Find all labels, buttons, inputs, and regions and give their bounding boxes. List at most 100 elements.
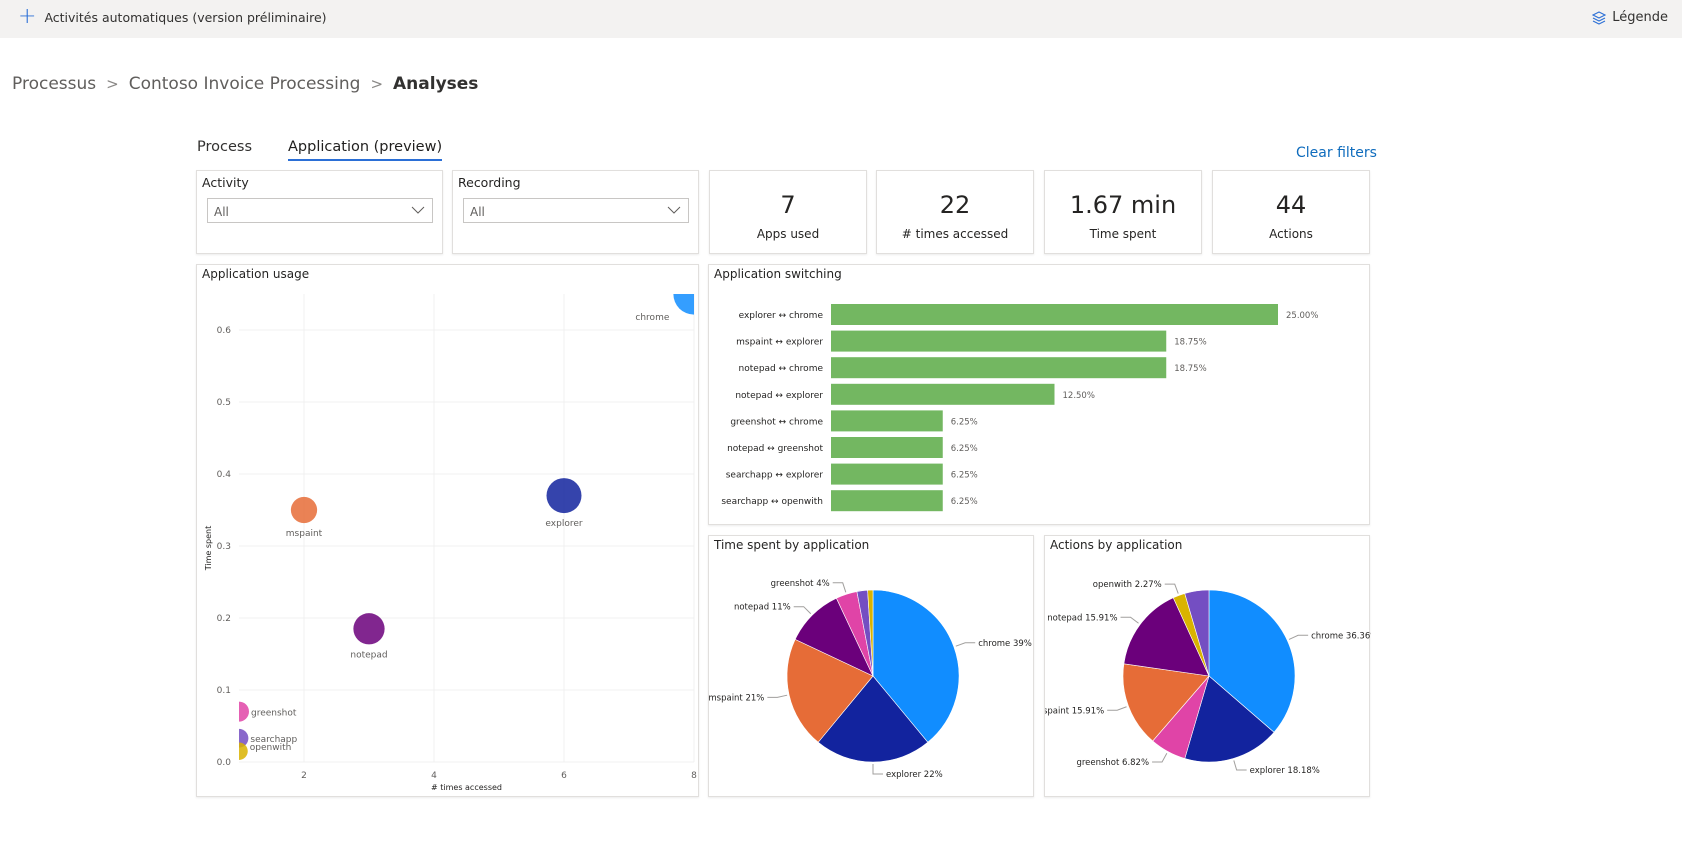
chart-title: Application switching [714,267,842,281]
bar-value-label: 18.75% [1174,338,1206,348]
bar-value-label: 18.75% [1174,364,1206,374]
y-tick-label: 0.2 [217,614,231,624]
pie-label-greenshot: greenshot 4% [771,579,830,589]
y-axis-label: Time spent [204,526,213,572]
leader-line [1233,760,1247,771]
pie-label-explorer: explorer 22% [886,770,943,780]
bubble-label-mspaint: mspaint [286,529,323,539]
bubble-explorer [546,478,582,514]
bar-category-label: notepad ↔ chrome [739,364,824,374]
x-axis-label: # times accessed [431,783,502,792]
bar [831,410,943,432]
chevron-down-icon [411,206,425,214]
activity-dropdown[interactable]: All [207,198,433,223]
y-tick-label: 0.1 [217,686,231,696]
kpi-times-accessed: 22 # times accessed [876,170,1034,254]
activity-value: All [214,205,229,219]
pie-slice-explorer [817,675,929,763]
bar [831,463,943,485]
tab-application[interactable]: Application (preview) [288,139,443,161]
x-tick-label: 2 [301,771,307,781]
x-tick-label: 4 [431,771,437,781]
application-switching-card: Application switching explorer ↔ chrome 2… [708,264,1370,525]
breadcrumb-process[interactable]: Contoso Invoice Processing [128,74,361,94]
kpi-time-spent: 1.67 min Time spent [1044,170,1202,254]
bubble-chart[interactable]: 2 4 6 8 0.0 0.1 0.2 0.3 0.4 0.5 0.6 # times accesse… [197,265,700,798]
recording-dropdown[interactable]: All [463,198,689,223]
bar [831,330,1167,352]
pie-chart[interactable]: chrome 36.36% explorer 18.18% greenshot 6.… [1045,536,1371,798]
pie-slice-explorer [1184,675,1275,763]
pie-label-mspaint: mspaint 15.91% [1045,706,1104,716]
leader-line [832,582,847,593]
pie-label-notepad: notepad 11% [734,603,791,613]
bar-value-label: 12.50% [1063,391,1095,401]
legend-label: Légende [1612,10,1668,25]
bar-value-label: 6.25% [951,444,978,454]
bar-chart[interactable]: explorer ↔ chrome 25.00% mspaint ↔ explore… [709,265,1371,526]
bubble-greenshot [239,701,249,722]
breadcrumb-processus[interactable]: Processus [12,74,97,94]
layers-icon [1592,10,1607,25]
tab-process[interactable]: Process [197,139,253,155]
tab-bar: Process Application (preview) [197,139,478,161]
breadcrumb: Processus > Contoso Invoice Processing > A… [12,74,478,94]
leader-line [1152,753,1168,763]
pie-label-greenshot: greenshot 6.82% [1076,758,1149,768]
bubble-label-openwith: openwith [250,743,292,753]
bubble-openwith [239,742,248,760]
pie-slice-notepad [1123,597,1210,677]
bar-category-label: searchapp ↔ openwith [721,497,823,507]
bubble-mspaint [290,496,318,524]
chevron-right-icon: > [106,75,119,93]
leader-line [1107,706,1127,711]
actions-pie-card: Actions by application chrome 36.36% expl… [1044,535,1371,798]
leader-line [872,764,883,775]
pie-label-chrome: chrome 36.36% [1311,631,1371,641]
bubble-notepad [353,613,385,645]
activity-filter-card: Activity All [196,170,443,254]
x-tick-label: 6 [561,771,567,781]
activity-filter-label: Activity [202,175,249,190]
kpi-value: 1.67 min [1069,191,1177,219]
chart-title: Application usage [202,267,310,281]
kpi-label: Apps used [756,227,820,241]
clear-filters-link[interactable]: Clear filters [1296,145,1377,161]
pie-slice-mspaint [1122,663,1210,742]
pie-chart[interactable]: chrome 39% explorer 22% mspaint 21% notepad… [709,536,1035,798]
bar [831,437,943,458]
leader-line [1288,634,1309,640]
leader-line [793,606,812,615]
bar [831,304,1278,325]
bar-value-label: 6.25% [951,417,978,427]
bar-category-label: explorer ↔ chrome [739,311,824,321]
pie-slice-chrome [872,589,960,743]
legend-button[interactable]: Légende [1592,10,1668,25]
y-tick-label: 0.0 [217,758,232,768]
pie-label-mspaint: mspaint 21% [709,693,764,703]
bar-value-label: 6.25% [951,471,978,481]
leader-line [1120,616,1139,624]
pie-slice-mspaint [786,638,874,743]
chevron-right-icon: > [370,75,384,93]
bar-value-label: 6.25% [951,497,978,507]
pie-slice-openwith [867,589,874,677]
bubble-chrome [673,294,694,315]
bubble-label-greenshot: greenshot [251,709,297,719]
recording-filter-label: Recording [458,175,521,190]
x-tick-label: 8 [691,771,697,781]
bar-category-label: searchapp ↔ explorer [726,471,824,481]
bar-category-label: mspaint ↔ explorer [736,338,823,348]
pie-label-chrome: chrome 39% [978,639,1032,649]
recording-value: All [470,205,485,219]
add-automatic-activities-button[interactable]: + Activités automatiques (version prélimi… [18,6,327,28]
bar-category-label: notepad ↔ explorer [735,391,823,401]
kpi-label: Time spent [1089,227,1157,241]
bar [831,490,943,512]
bubble-label-notepad: notepad [350,650,387,660]
bar-category-label: notepad ↔ greenshot [727,444,823,454]
kpi-label: Actions [1269,227,1313,241]
chart-title: Actions by application [1050,538,1183,552]
chevron-down-icon [667,206,681,214]
leader-line [1164,583,1179,594]
